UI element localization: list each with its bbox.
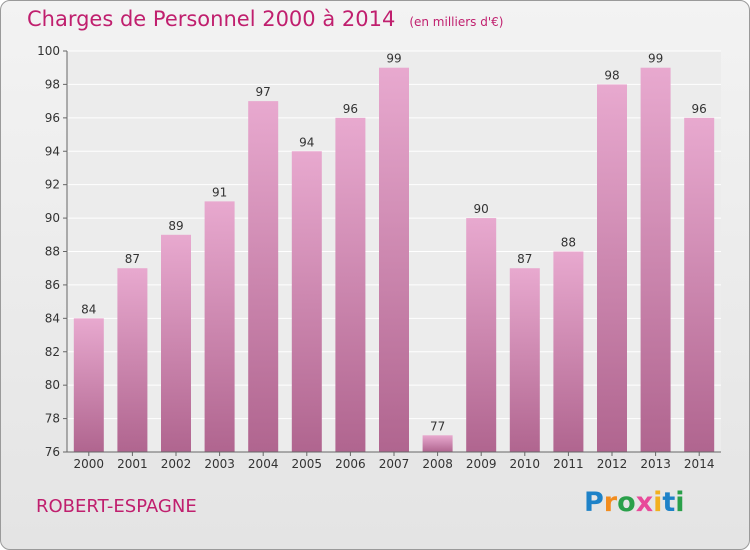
x-tick-label: 2010 bbox=[510, 457, 541, 471]
data-label: 91 bbox=[212, 185, 227, 199]
bar bbox=[379, 67, 409, 452]
y-tick-label: 92 bbox=[45, 178, 60, 192]
chart-title-text: Charges de Personnel 2000 à 2014 bbox=[27, 7, 396, 31]
bar-layer: 84 87 89 91 97 94 96 99 77 90 87 88 98 99 96 bbox=[73, 52, 715, 453]
y-tick-label: 86 bbox=[45, 278, 60, 292]
x-tick-label: 2007 bbox=[379, 457, 410, 471]
x-tick-label: 2009 bbox=[466, 457, 497, 471]
y-tick-label: 82 bbox=[45, 345, 60, 359]
x-tick-label: 2013 bbox=[640, 457, 671, 471]
bar bbox=[73, 318, 104, 452]
bar bbox=[161, 234, 191, 452]
bar bbox=[553, 251, 584, 452]
commune-name: ROBERT-ESPAGNE bbox=[36, 496, 197, 517]
y-tick-label: 96 bbox=[45, 111, 60, 125]
bar bbox=[684, 117, 715, 452]
x-tick-label: 2005 bbox=[292, 457, 323, 471]
bar bbox=[248, 101, 279, 452]
x-tick-label: 2003 bbox=[204, 457, 235, 471]
x-tick-label: 2012 bbox=[597, 457, 628, 471]
bar bbox=[117, 268, 148, 452]
bar bbox=[422, 435, 453, 452]
data-label: 89 bbox=[168, 219, 183, 233]
chart-subtitle: (en milliers d'€) bbox=[409, 15, 504, 29]
data-label: 94 bbox=[299, 135, 314, 149]
x-tick-label: 2004 bbox=[248, 457, 279, 471]
data-label: 96 bbox=[343, 102, 358, 116]
x-tick-label: 2000 bbox=[74, 457, 105, 471]
x-tick-label: 2008 bbox=[422, 457, 453, 471]
y-tick-label: 78 bbox=[45, 412, 60, 426]
y-tick-label: 100 bbox=[37, 44, 60, 58]
x-tick-label: 2011 bbox=[553, 457, 584, 471]
bar bbox=[640, 67, 671, 452]
data-label: 84 bbox=[81, 302, 96, 316]
bar bbox=[509, 268, 540, 452]
bar bbox=[597, 84, 627, 453]
bar bbox=[204, 201, 235, 452]
data-label: 99 bbox=[648, 52, 663, 66]
chart-title: Charges de Personnel 2000 à 2014 (en mill… bbox=[27, 7, 503, 31]
data-label: 90 bbox=[474, 202, 489, 216]
x-tick-label: 2006 bbox=[335, 457, 366, 471]
data-label: 97 bbox=[256, 85, 271, 99]
y-tick-label: 98 bbox=[45, 77, 60, 91]
bar bbox=[335, 117, 366, 452]
y-tick-label: 84 bbox=[45, 311, 60, 325]
data-label: 96 bbox=[692, 102, 707, 116]
data-label: 77 bbox=[430, 419, 445, 433]
x-tick-label: 2002 bbox=[161, 457, 192, 471]
data-label: 87 bbox=[517, 252, 532, 266]
data-label: 87 bbox=[125, 252, 140, 266]
y-tick-label: 90 bbox=[45, 211, 60, 225]
axis-layer: 76 78 80 82 84 86 88 90 92 94 96 98 100 2000 2001 2002 2… bbox=[37, 44, 721, 471]
bar bbox=[466, 218, 497, 452]
x-tick-label: 2014 bbox=[684, 457, 715, 471]
bar bbox=[291, 151, 322, 452]
data-label: 88 bbox=[561, 236, 576, 250]
x-tick-label: 2001 bbox=[117, 457, 148, 471]
data-label: 99 bbox=[386, 52, 401, 66]
y-tick-label: 88 bbox=[45, 245, 60, 259]
y-tick-label: 76 bbox=[45, 445, 60, 459]
y-tick-label: 80 bbox=[45, 378, 60, 392]
y-tick-label: 94 bbox=[45, 144, 60, 158]
data-label: 98 bbox=[604, 68, 619, 82]
proxiti-logo: Proxiti bbox=[584, 487, 685, 518]
